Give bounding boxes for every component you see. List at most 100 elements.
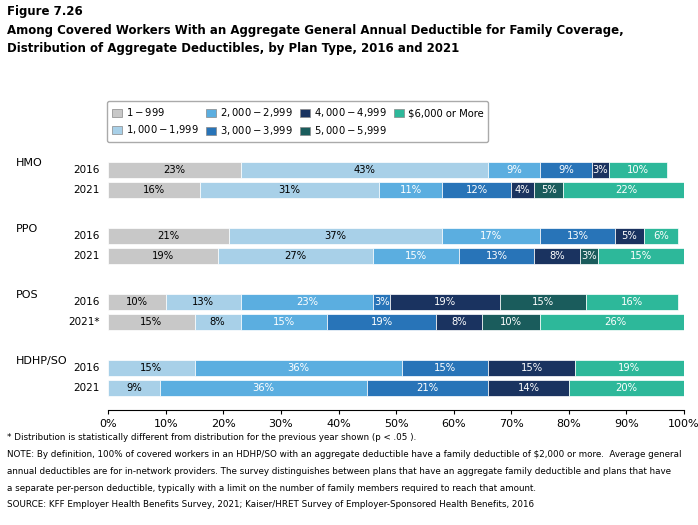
Bar <box>327 314 436 330</box>
Bar <box>540 314 690 330</box>
Bar <box>586 295 678 310</box>
Bar <box>379 182 442 198</box>
Text: 27%: 27% <box>284 251 306 261</box>
Bar <box>229 228 442 244</box>
Text: 2021: 2021 <box>73 185 100 195</box>
Bar <box>373 248 459 264</box>
Text: 36%: 36% <box>287 363 309 373</box>
Text: 5%: 5% <box>621 231 637 241</box>
Text: 5%: 5% <box>541 185 556 195</box>
Text: 15%: 15% <box>140 363 163 373</box>
Bar <box>488 162 540 178</box>
Text: Figure 7.26: Figure 7.26 <box>7 5 83 18</box>
Text: 19%: 19% <box>434 297 456 307</box>
Text: 15%: 15% <box>273 317 295 327</box>
Bar <box>218 248 373 264</box>
Text: 2016: 2016 <box>73 165 100 175</box>
Bar <box>500 295 586 310</box>
Bar <box>488 360 574 376</box>
Text: 15%: 15% <box>406 251 427 261</box>
Text: 20%: 20% <box>616 383 637 393</box>
Bar <box>540 162 592 178</box>
Text: 13%: 13% <box>192 297 214 307</box>
Text: 8%: 8% <box>210 317 225 327</box>
Text: 11%: 11% <box>399 185 422 195</box>
Bar <box>390 295 500 310</box>
Bar <box>402 360 488 376</box>
Bar <box>160 381 367 396</box>
Bar <box>108 360 195 376</box>
Text: 8%: 8% <box>452 317 467 327</box>
Bar <box>597 248 684 264</box>
Bar <box>195 314 241 330</box>
Bar <box>563 182 690 198</box>
Bar <box>241 295 373 310</box>
Text: annual deductibles are for in-network providers. The survey distinguishes betwee: annual deductibles are for in-network pr… <box>7 467 671 476</box>
Text: 26%: 26% <box>604 317 626 327</box>
Bar <box>609 162 667 178</box>
Bar <box>367 381 488 396</box>
Bar <box>574 360 684 376</box>
Bar <box>488 381 569 396</box>
Bar <box>540 228 615 244</box>
Text: 15%: 15% <box>630 251 652 261</box>
Text: 22%: 22% <box>616 185 637 195</box>
Text: 13%: 13% <box>486 251 508 261</box>
Bar <box>644 228 678 244</box>
Bar <box>482 314 540 330</box>
Text: 2021: 2021 <box>73 383 100 393</box>
Text: 15%: 15% <box>434 363 456 373</box>
Text: 2016: 2016 <box>73 363 100 373</box>
Bar <box>195 360 402 376</box>
Bar <box>459 248 534 264</box>
Bar <box>442 182 511 198</box>
Bar <box>108 228 229 244</box>
Bar <box>592 162 609 178</box>
Text: 9%: 9% <box>558 165 574 175</box>
Text: 2016: 2016 <box>73 231 100 241</box>
Bar <box>108 248 218 264</box>
Text: 19%: 19% <box>371 317 393 327</box>
Text: 23%: 23% <box>296 297 318 307</box>
Bar <box>580 248 597 264</box>
Text: 15%: 15% <box>521 363 542 373</box>
Text: POS: POS <box>16 290 38 300</box>
Text: 21%: 21% <box>158 231 179 241</box>
Bar <box>373 295 390 310</box>
Text: 4%: 4% <box>515 185 530 195</box>
Text: 16%: 16% <box>621 297 644 307</box>
Bar <box>108 162 241 178</box>
Text: 37%: 37% <box>325 231 347 241</box>
Bar <box>511 182 535 198</box>
Text: Among Covered Workers With an Aggregate General Annual Deductible for Family Cov: Among Covered Workers With an Aggregate … <box>7 24 624 37</box>
Bar <box>241 162 488 178</box>
Bar <box>200 182 379 198</box>
Bar <box>535 182 563 198</box>
Bar <box>569 381 684 396</box>
Bar <box>615 228 644 244</box>
Text: 10%: 10% <box>500 317 522 327</box>
Bar <box>535 248 580 264</box>
Text: 19%: 19% <box>152 251 174 261</box>
Text: a separate per-person deductible, typically with a limit on the number of family: a separate per-person deductible, typica… <box>7 484 536 492</box>
Bar <box>108 295 165 310</box>
Text: 2021*: 2021* <box>68 317 100 327</box>
Text: SOURCE: KFF Employer Health Benefits Survey, 2021; Kaiser/HRET Survey of Employe: SOURCE: KFF Employer Health Benefits Sur… <box>7 500 534 509</box>
Text: 8%: 8% <box>549 251 565 261</box>
Text: 23%: 23% <box>163 165 186 175</box>
Text: HMO: HMO <box>16 158 43 167</box>
Text: 16%: 16% <box>143 185 165 195</box>
Text: 2016: 2016 <box>73 297 100 307</box>
Text: 36%: 36% <box>253 383 275 393</box>
Bar <box>108 381 160 396</box>
Text: 12%: 12% <box>466 185 488 195</box>
Text: 3%: 3% <box>593 165 609 175</box>
Text: 31%: 31% <box>279 185 301 195</box>
Text: 15%: 15% <box>532 297 554 307</box>
Text: NOTE: By definition, 100% of covered workers in an HDHP/SO with an aggregate ded: NOTE: By definition, 100% of covered wor… <box>7 450 681 459</box>
Text: Distribution of Aggregate Deductibles, by Plan Type, 2016 and 2021: Distribution of Aggregate Deductibles, b… <box>7 42 459 55</box>
Text: 3%: 3% <box>374 297 389 307</box>
Text: 9%: 9% <box>506 165 522 175</box>
Text: PPO: PPO <box>16 224 38 234</box>
Bar <box>436 314 482 330</box>
